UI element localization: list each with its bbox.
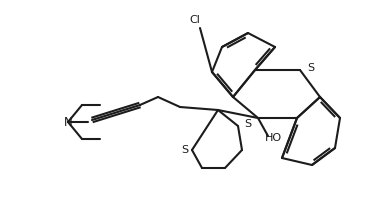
Text: N: N [64, 116, 73, 128]
Text: S: S [181, 145, 188, 155]
Text: Cl: Cl [189, 15, 201, 25]
Text: HO: HO [265, 133, 282, 143]
Text: S: S [244, 119, 251, 129]
Text: S: S [307, 63, 314, 73]
